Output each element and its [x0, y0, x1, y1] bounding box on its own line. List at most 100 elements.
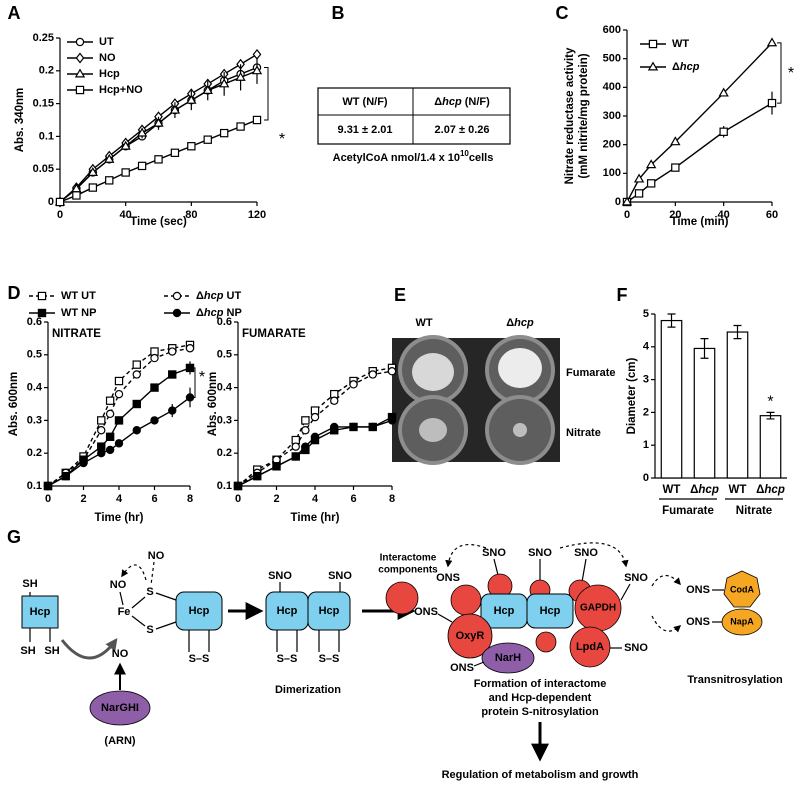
panel-label: G — [7, 527, 21, 547]
data-point — [150, 416, 159, 425]
legend-label: Interactome — [380, 553, 437, 564]
y-tick-label: 200 — [603, 139, 621, 151]
dashed-bond — [150, 561, 155, 586]
column-label: WT — [415, 317, 432, 329]
y-tick-label: 0.2 — [39, 65, 54, 77]
data-point — [719, 127, 728, 136]
data-point — [88, 183, 98, 192]
hcp-box — [307, 591, 351, 631]
data-point — [670, 136, 681, 146]
y-tick-label: 0.15 — [33, 98, 54, 110]
protein-label: NapA — [730, 616, 754, 626]
dashed-arrow — [121, 564, 147, 581]
chart-title: FUMARATE — [242, 328, 306, 340]
y-axis-label: Abs. 600nm — [207, 372, 219, 437]
significance-mark: * — [788, 65, 794, 82]
legend-marker — [37, 308, 47, 318]
data-point — [185, 344, 195, 353]
molecule-label: NO — [112, 648, 129, 660]
bond — [437, 613, 453, 623]
table-header: WT (N/F) — [342, 96, 388, 108]
y-tick-label: 300 — [603, 110, 621, 122]
row-label: Nitrate — [566, 427, 601, 439]
chart-title: NITRATE — [52, 328, 101, 340]
lpda-node — [569, 626, 611, 668]
curved-arrow — [60, 638, 118, 660]
data-point — [387, 367, 397, 376]
data-point — [291, 442, 300, 451]
x-tick-label: 60 — [766, 209, 778, 221]
caption-text: AcetylCoA nmol/1.4 x 10 — [333, 152, 460, 164]
legend-label: Δhcp — [672, 61, 700, 73]
disulfide-label: S–S — [319, 653, 340, 665]
data-point — [87, 166, 99, 176]
y-tick-label: 0.2 — [27, 447, 42, 459]
y-tick-label: 0.4 — [27, 382, 43, 394]
data-point — [368, 370, 377, 379]
row-label: Fumarate — [566, 367, 616, 379]
data-point — [132, 399, 141, 409]
error-bar — [766, 411, 775, 420]
data-point — [633, 173, 645, 183]
napa-node — [721, 608, 763, 636]
y-tick-label: 0.6 — [217, 316, 232, 328]
series-line — [47, 396, 191, 487]
group-label: SNO — [624, 572, 648, 584]
data-point — [236, 122, 245, 131]
x-tick-label: WT — [729, 484, 747, 496]
atom-label: S — [146, 624, 153, 636]
narghi-node — [89, 690, 151, 726]
y-tick-label: 0.4 — [217, 382, 233, 394]
error-bar — [700, 338, 709, 359]
data-point — [718, 87, 729, 97]
legend-label: Δhcp UT — [196, 290, 241, 302]
data-point — [170, 148, 180, 157]
data-point — [646, 179, 656, 188]
significance-bracket — [264, 67, 269, 121]
data-point — [218, 78, 230, 88]
group-label: ONS — [436, 572, 460, 584]
data-point — [105, 432, 115, 442]
data-point — [114, 389, 124, 399]
legend-marker — [648, 39, 658, 49]
data-point — [104, 153, 115, 163]
group-label: SH — [20, 645, 35, 657]
legend-label: WT UT — [61, 290, 96, 302]
data-point — [168, 406, 177, 415]
x-tick-label: 2 — [80, 493, 86, 505]
group-label: ONS — [686, 616, 710, 628]
x-axis-label: Time (hr) — [95, 512, 144, 524]
interactome-component — [535, 631, 557, 653]
colony — [513, 423, 527, 437]
group-label: SNO — [528, 547, 552, 559]
data-point — [330, 422, 339, 432]
table-cell: 9.31 ± 2.01 — [338, 124, 393, 136]
x-tick-label: WT — [663, 484, 681, 496]
legend-label: Δhcp NP — [196, 307, 242, 319]
y-axis-label: Diameter (cm) — [626, 357, 638, 434]
data-point — [120, 140, 131, 150]
group-label: Fumarate — [662, 505, 714, 517]
y-tick-label: 0.25 — [33, 32, 54, 44]
data-point — [301, 442, 310, 451]
x-tick-label: 0 — [57, 209, 63, 221]
data-point — [387, 416, 397, 425]
y-tick-label: 1 — [643, 439, 649, 451]
data-point — [291, 452, 300, 461]
panel-label: B — [332, 3, 345, 23]
x-tick-label: 8 — [389, 493, 395, 505]
series-line — [47, 367, 191, 487]
series-line — [47, 344, 191, 487]
data-point — [114, 416, 124, 425]
x-tick-label: 6 — [350, 493, 356, 505]
group-label: ONS — [414, 606, 438, 618]
data-point — [202, 84, 213, 94]
caption-suffix: cells — [469, 152, 493, 164]
x-tick-label: 0 — [235, 493, 241, 505]
error-bar — [733, 324, 742, 340]
y-tick-label: 0 — [643, 472, 649, 484]
data-point — [114, 439, 124, 448]
significance-mark: * — [199, 369, 205, 386]
legend-marker — [37, 291, 47, 301]
protein-label: NarH — [495, 652, 521, 664]
